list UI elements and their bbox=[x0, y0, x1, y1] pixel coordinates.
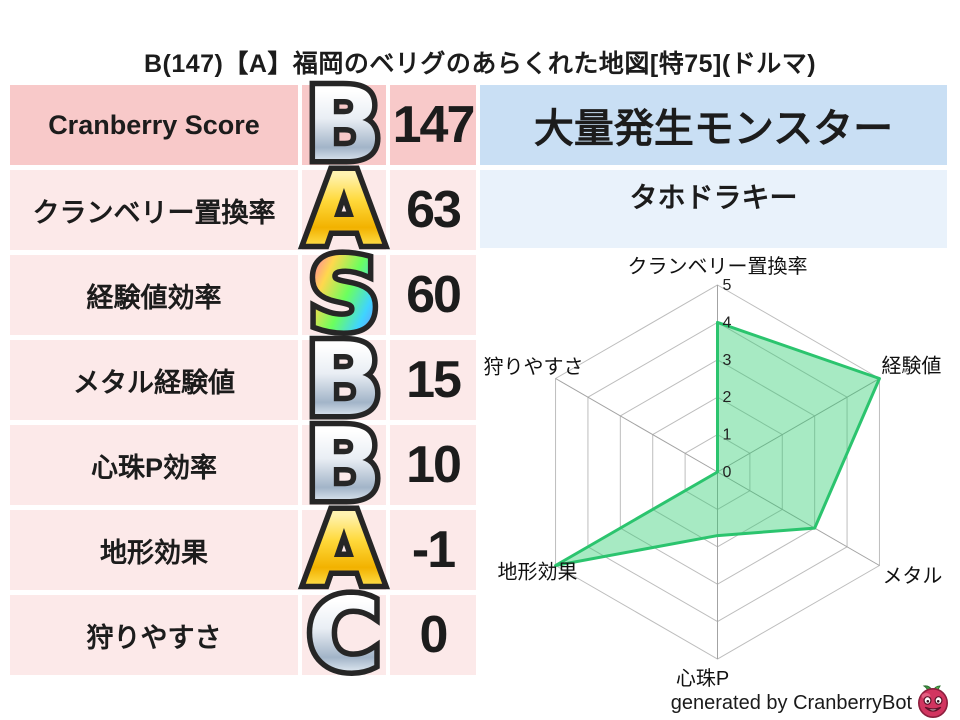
radar-tick-label: 1 bbox=[723, 427, 732, 444]
stat-value: 15 bbox=[390, 340, 476, 420]
radar-axis-label: 心珠P bbox=[676, 667, 729, 690]
radar-data-polygon bbox=[554, 320, 881, 567]
table-row: 狩りやすさ 0 bbox=[0, 595, 480, 675]
cranberry-bot-icon bbox=[918, 685, 948, 718]
table-row: 心珠P効率 10 bbox=[0, 425, 480, 505]
grade-cell bbox=[302, 595, 386, 675]
stat-label: 経験値効率 bbox=[10, 255, 298, 335]
footer-credit: generated by CranberryBot bbox=[670, 692, 912, 714]
table-row: メタル経験値 15 bbox=[0, 340, 480, 420]
stat-value: 0 bbox=[390, 595, 476, 675]
radar-tick-label: 5 bbox=[723, 277, 732, 294]
table-row: 地形効果 -1 bbox=[0, 510, 480, 590]
radar-tick-label: 3 bbox=[723, 352, 732, 369]
radar-tick-label: 0 bbox=[723, 464, 732, 481]
stat-label: クランベリー置換率 bbox=[10, 170, 298, 250]
radar-axis-label: メタル bbox=[882, 565, 942, 588]
radar-axis-label: 地形効果 bbox=[498, 561, 578, 584]
table-row: 経験値効率 60 bbox=[0, 255, 480, 335]
stat-label: 心珠P効率 bbox=[10, 425, 298, 505]
outbreak-panel-header: 大量発生モンスター bbox=[480, 85, 947, 165]
radar-axis-label: 経験値 bbox=[881, 355, 941, 378]
stat-value: -1 bbox=[390, 510, 476, 590]
table-row: Cranberry Score 147 bbox=[0, 85, 480, 165]
stat-value: 60 bbox=[390, 255, 476, 335]
grade-badge bbox=[302, 595, 386, 675]
stat-label: Cranberry Score bbox=[10, 85, 298, 165]
page-title: B(147)【A】福岡のベリグのあらくれた地図[特75](ドルマ) bbox=[143, 50, 817, 78]
radar-tick-label: 2 bbox=[723, 389, 732, 406]
stat-label: 地形効果 bbox=[10, 510, 298, 590]
radar-axis-label: 狩りやすさ bbox=[484, 356, 584, 379]
radar-axis-line bbox=[717, 378, 880, 473]
stats-table: Cranberry Score 147 クランベリー置換率 63 経験値効率 6… bbox=[0, 0, 480, 720]
radar-tick-label: 4 bbox=[723, 314, 732, 331]
radar-axis-line bbox=[555, 378, 718, 473]
table-row: クランベリー置換率 63 bbox=[0, 170, 480, 250]
outbreak-monster-name: タホドラキー bbox=[480, 170, 947, 248]
stat-label: 狩りやすさ bbox=[10, 595, 298, 675]
radar-axis-line bbox=[717, 471, 880, 566]
stat-label: メタル経験値 bbox=[10, 340, 298, 420]
stat-value: 10 bbox=[390, 425, 476, 505]
radar-axis-label: クランベリー置換率 bbox=[628, 255, 808, 278]
stat-value: 63 bbox=[390, 170, 476, 250]
stat-value: 147 bbox=[390, 85, 476, 165]
